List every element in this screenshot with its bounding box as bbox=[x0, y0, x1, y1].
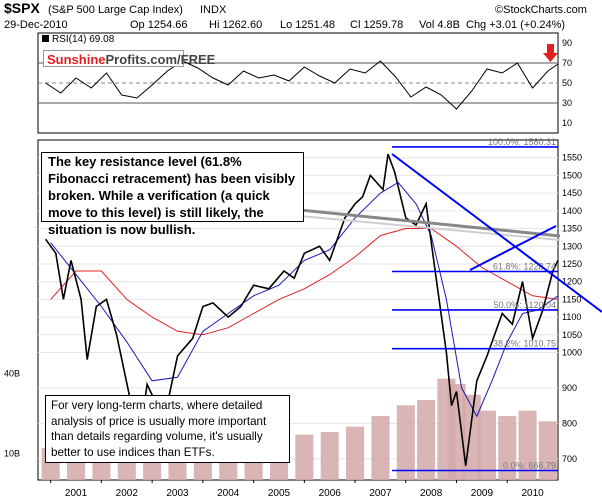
x-tick-label: 2009 bbox=[471, 488, 494, 499]
brand-part2: Profits.com/FREE bbox=[105, 52, 216, 67]
price-tick-label: 1100 bbox=[562, 312, 581, 322]
volume-bar bbox=[396, 405, 415, 480]
volume-bar bbox=[538, 421, 557, 480]
volume-bar bbox=[371, 416, 390, 480]
x-tick-label: 2006 bbox=[319, 488, 342, 499]
price-tick-label: 1050 bbox=[562, 330, 582, 340]
volume-bar bbox=[518, 410, 537, 480]
price-tick-label: 1200 bbox=[562, 277, 582, 287]
header: $SPX (S&P 500 Large Cap Index) INDX ©Sto… bbox=[4, 0, 587, 31]
header-open: Op 1254.66 bbox=[130, 19, 188, 31]
fib-label: 100.0%: 1580.31 bbox=[488, 137, 556, 147]
ma-long-line bbox=[50, 228, 559, 336]
x-tick-label: 2007 bbox=[369, 488, 392, 499]
x-tick-label: 2003 bbox=[166, 488, 189, 499]
volume-bar bbox=[477, 410, 497, 480]
annotation-main: The key resistance level (61.8% Fibonacc… bbox=[41, 152, 304, 237]
volume-bar bbox=[320, 432, 339, 480]
fib-label: 50.0%: 1120.04 bbox=[494, 300, 556, 310]
red-arrow-shaft bbox=[547, 44, 554, 53]
price-tick-label: 1450 bbox=[562, 188, 582, 198]
trend-line-upper bbox=[391, 153, 602, 313]
price-tick-label: 1250 bbox=[562, 259, 582, 269]
price-tick-label: 1150 bbox=[562, 294, 581, 304]
rsi-line bbox=[45, 60, 559, 110]
annotation-volume-note: For very long-term charts, where detaile… bbox=[45, 395, 290, 463]
x-tick-label: 2005 bbox=[268, 488, 291, 499]
rsi-panel: 10 30 50 70 90 RSI(14) 69.08 bbox=[37, 32, 572, 134]
brand-logo: SunshineProfits.com/FREE bbox=[43, 50, 215, 67]
rsi-tick-label: 10 bbox=[562, 118, 572, 128]
price-tick-label: 1000 bbox=[562, 348, 582, 358]
brand-part1: Sunshine bbox=[47, 52, 106, 67]
resistance-band-lower bbox=[299, 215, 561, 241]
x-tick-label: 2004 bbox=[217, 488, 240, 499]
header-low: Lo 1251.48 bbox=[280, 19, 335, 31]
header-volume: Vol 4.8B bbox=[419, 19, 460, 31]
x-tick-label: 2002 bbox=[116, 488, 139, 499]
price-tick-label: 800 bbox=[562, 418, 577, 428]
volume-bar bbox=[295, 434, 314, 480]
x-tick-label: 2001 bbox=[65, 488, 88, 499]
price-tick-label: 1350 bbox=[562, 224, 582, 234]
price-tick-label: 900 bbox=[562, 383, 577, 393]
price-line bbox=[44, 153, 559, 466]
volume-bar bbox=[447, 384, 466, 480]
header-change: Chg +3.01 (+0.24%) bbox=[466, 19, 565, 31]
rsi-legend-swatch bbox=[42, 35, 49, 42]
header-exchange: INDX bbox=[200, 4, 227, 16]
volume-bar bbox=[498, 416, 517, 480]
volume-bar bbox=[346, 426, 365, 480]
price-tick-label: 700 bbox=[562, 454, 577, 464]
x-tick-label: 2008 bbox=[420, 488, 443, 499]
red-arrow-icon bbox=[543, 44, 558, 62]
header-high: Hi 1262.60 bbox=[209, 19, 262, 31]
price-tick-label: 1400 bbox=[562, 206, 582, 216]
header-source: ©StockCharts.com bbox=[495, 4, 587, 16]
volume-bar bbox=[417, 400, 436, 480]
price-tick-label: 1550 bbox=[562, 153, 582, 163]
trend-line-lower bbox=[469, 225, 557, 271]
rsi-tick-label: 30 bbox=[562, 98, 572, 108]
header-close: Cl 1259.78 bbox=[350, 19, 403, 31]
fib-label: 38.2%: 1010.75 bbox=[493, 339, 556, 349]
rsi-title: RSI(14) 69.08 bbox=[52, 34, 115, 45]
header-date: 29-Dec-2010 bbox=[4, 19, 68, 31]
resistance-band-upper bbox=[299, 208, 561, 238]
volume-tick-label: 10B bbox=[4, 448, 20, 458]
fib-label: 61.8%: 1228.74 bbox=[493, 261, 556, 271]
red-arrow-head bbox=[543, 53, 558, 62]
volume-tick-label: 40B bbox=[4, 368, 20, 378]
price-tick-label: 1500 bbox=[562, 170, 582, 180]
header-name: (S&P 500 Large Cap Index) bbox=[48, 4, 183, 16]
rsi-tick-label: 90 bbox=[562, 38, 572, 48]
rsi-tick-label: 50 bbox=[562, 78, 572, 88]
header-symbol: $SPX bbox=[4, 0, 40, 16]
x-tick-label: 2010 bbox=[522, 488, 545, 499]
price-tick-label: 1300 bbox=[562, 241, 582, 251]
rsi-legend: RSI(14) 69.08 bbox=[42, 34, 115, 45]
rsi-tick-label: 70 bbox=[562, 58, 572, 68]
fib-label: 0.0%: 666.79 bbox=[503, 461, 556, 471]
